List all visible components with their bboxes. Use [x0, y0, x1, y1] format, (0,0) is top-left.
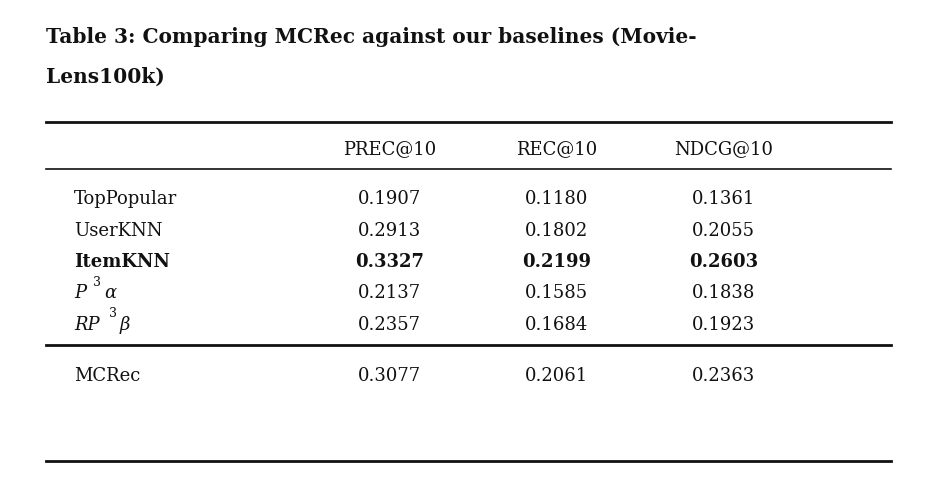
Text: 0.2913: 0.2913	[358, 222, 421, 240]
Text: 0.1907: 0.1907	[358, 190, 421, 208]
Text: 0.2357: 0.2357	[358, 316, 421, 334]
Text: 0.1923: 0.1923	[692, 316, 755, 334]
Text: 0.1180: 0.1180	[525, 190, 588, 208]
Text: P: P	[74, 284, 86, 302]
Text: MCRec: MCRec	[74, 367, 141, 385]
Text: PREC@10: PREC@10	[343, 140, 436, 158]
Text: TopPopular: TopPopular	[74, 190, 177, 208]
Text: 0.1684: 0.1684	[525, 316, 588, 334]
Text: 0.2137: 0.2137	[358, 284, 421, 302]
Text: β: β	[120, 316, 130, 334]
Text: NDCG@10: NDCG@10	[674, 140, 772, 158]
Text: 0.2363: 0.2363	[692, 367, 755, 385]
Text: 0.1802: 0.1802	[525, 222, 588, 240]
Text: 0.2055: 0.2055	[692, 222, 755, 240]
Text: α: α	[104, 284, 116, 302]
Text: 0.3327: 0.3327	[355, 253, 424, 271]
Text: 0.2603: 0.2603	[689, 253, 757, 271]
Text: 3: 3	[108, 307, 117, 320]
Text: 0.1585: 0.1585	[525, 284, 588, 302]
Text: RP: RP	[74, 316, 100, 334]
Text: 0.1361: 0.1361	[692, 190, 755, 208]
Text: Lens100k): Lens100k)	[46, 67, 165, 87]
Text: 0.2061: 0.2061	[525, 367, 588, 385]
Text: 0.1838: 0.1838	[692, 284, 755, 302]
Text: UserKNN: UserKNN	[74, 222, 162, 240]
Text: ItemKNN: ItemKNN	[74, 253, 170, 271]
Text: 3: 3	[93, 276, 101, 289]
Text: REC@10: REC@10	[515, 140, 597, 158]
Text: Table 3: Comparing MCRec against our baselines (Movie-: Table 3: Comparing MCRec against our bas…	[46, 27, 696, 47]
Text: 0.3077: 0.3077	[358, 367, 421, 385]
Text: 0.2199: 0.2199	[522, 253, 590, 271]
